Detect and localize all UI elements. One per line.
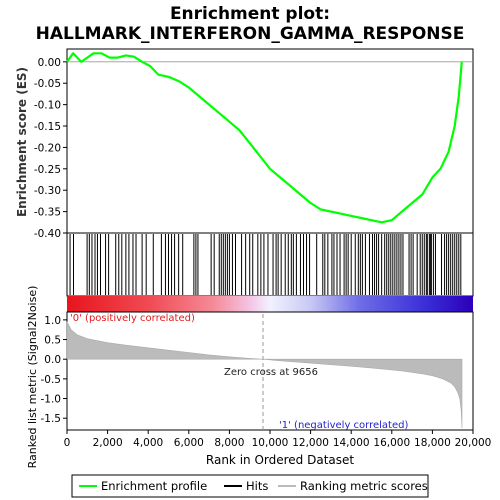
es-panel: 0.00 -0.05 -0.10 -0.15 -0.20 -0.25 -0.30 -0.35 -… bbox=[15, 48, 474, 240]
x-tick-label-5: 10,000 bbox=[252, 437, 289, 449]
heatmap-gradient bbox=[67, 296, 473, 312]
x-tick-label-9: 18,000 bbox=[414, 437, 451, 449]
x-tick-label-7: 14,000 bbox=[333, 437, 370, 449]
hits-panel-frame bbox=[66, 232, 474, 297]
label-positive: '0' (positively correlated) bbox=[70, 313, 195, 324]
legend-frame bbox=[71, 474, 429, 498]
x-tick-label-0: 0 bbox=[64, 437, 71, 449]
x-tick-label-10: 20,000 bbox=[455, 437, 492, 449]
x-tick-label-2: 4,000 bbox=[133, 437, 163, 449]
x-axis: 0 2,000 4,000 6,000 8,000 10,000 12,000 14,000 1… bbox=[64, 430, 492, 449]
es-ytick-label-5: -0.25 bbox=[34, 164, 61, 176]
es-ytick-label-7: -0.35 bbox=[34, 207, 61, 219]
rank-ytick-label-2: 0.0 bbox=[44, 354, 61, 366]
es-ylabel: Enrichment score (ES) bbox=[15, 67, 29, 217]
legend: Enrichment profile Hits Ranking metric s… bbox=[71, 474, 429, 498]
heatmap-bar bbox=[67, 296, 473, 312]
label-negative: '1' (negatively correlated) bbox=[279, 420, 408, 431]
es-ytick-label-3: -0.15 bbox=[34, 121, 61, 133]
ranking-metric-area bbox=[66, 321, 463, 429]
es-ytick-label-8: -0.40 bbox=[34, 228, 61, 240]
x-axis-label: Rank in Ordered Dataset bbox=[206, 453, 354, 467]
ranking-ylabel: Ranked list metric (Signal2Noise) bbox=[26, 286, 39, 469]
x-tick-label-6: 12,000 bbox=[292, 437, 329, 449]
rank-ytick-label-4: -1.0 bbox=[41, 394, 62, 406]
legend-enrichment-profile: Enrichment profile bbox=[101, 479, 207, 493]
x-tick-label-4: 8,000 bbox=[214, 437, 244, 449]
rank-ytick-label-0: 1.0 bbox=[44, 315, 61, 327]
ranking-panel: 1.0 0.5 0.0 -0.5 -1.0 -1.5 '0' (positively co… bbox=[26, 286, 474, 469]
x-tick-label-1: 2,000 bbox=[93, 437, 123, 449]
hits-panel bbox=[66, 232, 474, 297]
chart-title-line2: HALLMARK_INTERFERON_GAMMA_RESPONSE bbox=[36, 24, 465, 44]
legend-ranking-metric: Ranking metric scores bbox=[300, 479, 428, 493]
x-tick-label-3: 6,000 bbox=[174, 437, 204, 449]
rank-ytick-label-5: -1.5 bbox=[41, 413, 62, 425]
es-ytick-label-0: 0.00 bbox=[38, 57, 61, 69]
rank-ytick-label-3: -0.5 bbox=[41, 374, 62, 386]
rank-ytick-label-1: 0.5 bbox=[44, 335, 61, 347]
es-ytick-label-1: -0.05 bbox=[34, 78, 61, 90]
es-ytick-label-6: -0.30 bbox=[34, 185, 61, 197]
legend-hits: Hits bbox=[246, 479, 268, 493]
enrichment-profile-line bbox=[66, 52, 463, 224]
es-ytick-label-2: -0.10 bbox=[34, 100, 61, 112]
es-ytick-label-4: -0.20 bbox=[34, 142, 61, 154]
chart-title-line1: Enrichment plot: bbox=[170, 4, 330, 24]
es-panel-frame bbox=[66, 48, 474, 234]
zero-cross-label: Zero cross at 9656 bbox=[224, 367, 318, 378]
x-tick-label-8: 16,000 bbox=[373, 437, 410, 449]
